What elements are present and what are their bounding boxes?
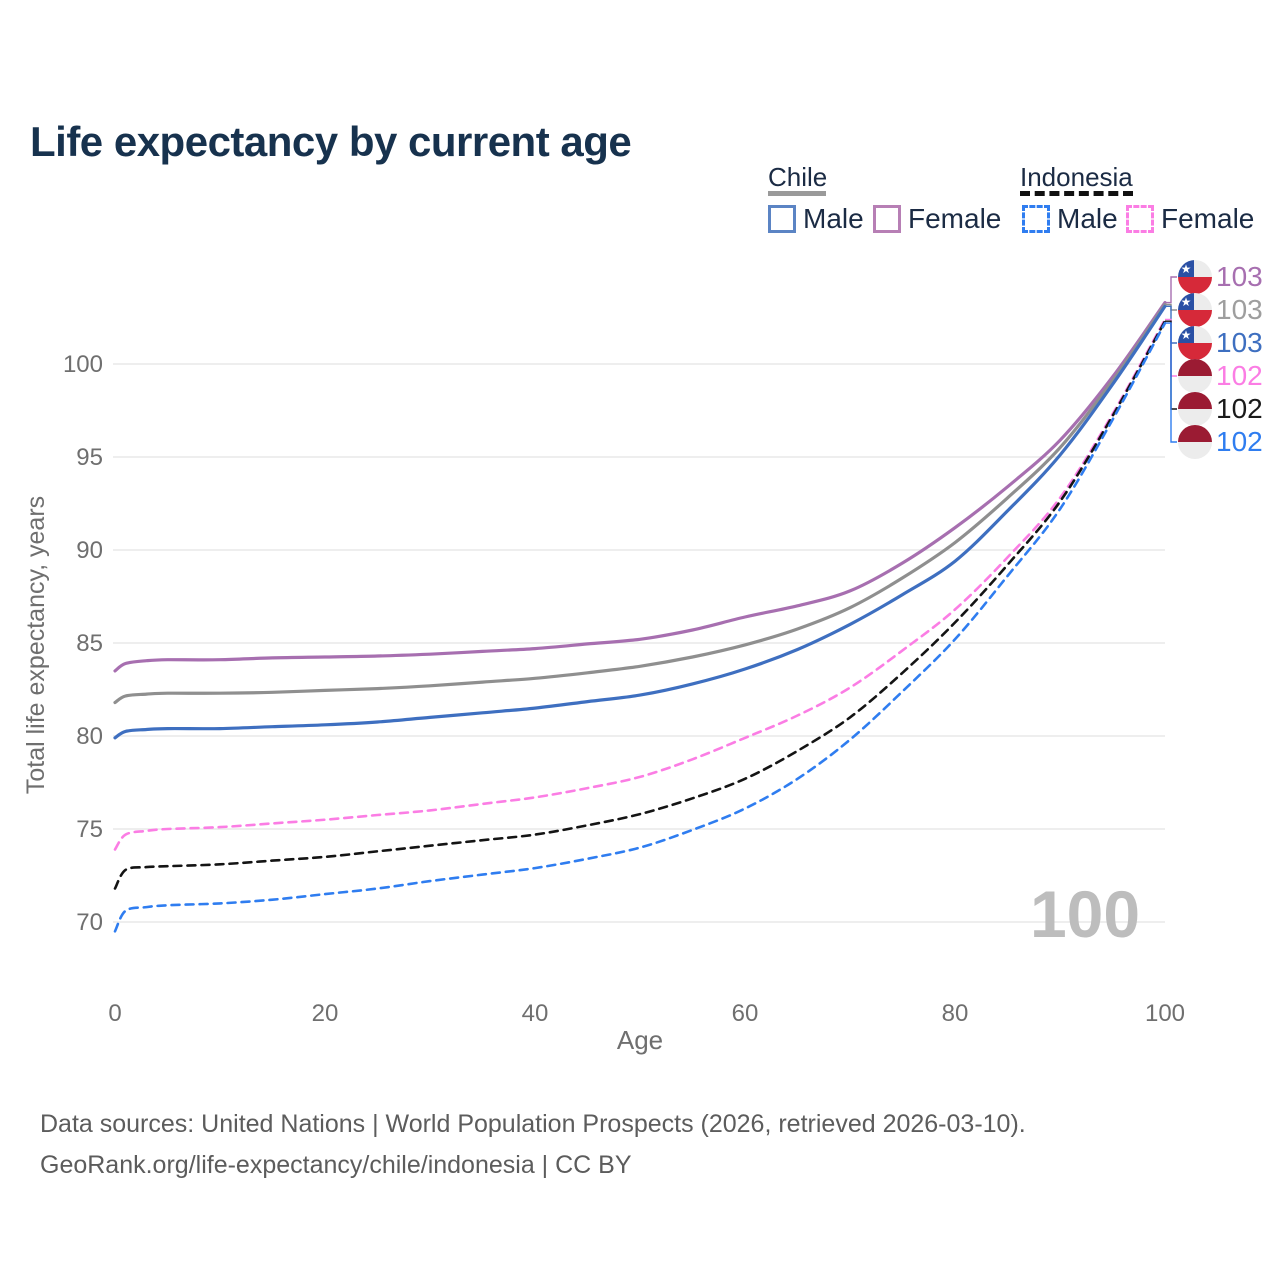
legend-item-chile-male[interactable]: Male xyxy=(768,203,864,235)
y-axis-title: Total life expectancy, years xyxy=(22,496,50,794)
series-line-chile-female[interactable] xyxy=(113,301,1167,673)
indonesia-male-swatch-icon xyxy=(1022,205,1050,233)
series-line-indonesia-both-sexes[interactable] xyxy=(113,319,1167,890)
svg-text:★: ★ xyxy=(1181,262,1192,276)
indonesia-flag-icon xyxy=(1178,359,1212,393)
series-line-indonesia-female[interactable] xyxy=(113,318,1167,851)
legend-item-indonesia-female[interactable]: Female xyxy=(1126,203,1254,235)
legend-item-indonesia-male[interactable]: Male xyxy=(1022,203,1118,235)
page-title: Life expectancy by current age xyxy=(30,118,632,166)
legend-item-chile-female[interactable]: Female xyxy=(873,203,1001,235)
legend-item-label: Male xyxy=(1057,203,1118,234)
x-tick-label: 0 xyxy=(108,1000,121,1027)
series-line-chile-both-sexes[interactable] xyxy=(113,302,1167,705)
x-axis-title: Age xyxy=(617,1025,663,1055)
svg-text:★: ★ xyxy=(1181,328,1192,342)
y-tick-label: 70 xyxy=(76,909,103,936)
series-end-label: 102 xyxy=(1216,393,1263,424)
legend-item-label: Female xyxy=(1161,203,1255,234)
leader-line xyxy=(1165,276,1177,304)
indonesia-flag-icon xyxy=(1178,392,1212,426)
series-end-label: 102 xyxy=(1216,426,1263,457)
footer-line-2: GeoRank.org/life-expectancy/chile/indone… xyxy=(40,1151,632,1179)
chile-flag-icon: ★ xyxy=(1178,293,1212,327)
y-tick-label: 80 xyxy=(76,723,103,750)
y-tick-label: 75 xyxy=(76,816,103,843)
chile-female-swatch-icon xyxy=(873,205,901,233)
y-tick-label: 90 xyxy=(76,537,103,564)
legend-group-chile: Chile xyxy=(768,162,828,192)
legend-chile-line-sample xyxy=(768,191,826,196)
series-end-label: 103 xyxy=(1216,261,1263,292)
legend-item-label: Female xyxy=(908,203,1002,234)
chart-footer: Data sources: United Nations | World Pop… xyxy=(40,1104,1026,1186)
x-tick-label: 80 xyxy=(942,1000,969,1027)
indonesia-female-swatch-icon xyxy=(1126,205,1154,233)
chile-flag-icon: ★ xyxy=(1178,326,1212,360)
series-line-indonesia-male[interactable] xyxy=(113,321,1167,933)
y-tick-label: 95 xyxy=(76,444,103,471)
line-chart: 70 75 80 85 90 95 100 0 20 40 60 80 100 Age Total life… xyxy=(22,260,1263,1055)
x-tick-label: 100 xyxy=(1145,1000,1185,1027)
legend-group-indonesia: Indonesia xyxy=(1020,162,1133,192)
y-tick-label: 85 xyxy=(76,630,103,657)
x-tick-label: 20 xyxy=(312,1000,339,1027)
x-tick-label: 40 xyxy=(522,1000,549,1027)
svg-text:★: ★ xyxy=(1181,295,1192,309)
x-tick-label: 60 xyxy=(732,1000,759,1027)
legend-indonesia-line-sample xyxy=(1020,191,1133,196)
series-end-label: 102 xyxy=(1216,360,1263,391)
legend-item-label: Male xyxy=(803,203,864,234)
series-line-chile-male[interactable] xyxy=(113,304,1167,740)
series-end-label: 103 xyxy=(1216,294,1263,325)
indonesia-flag-icon xyxy=(1178,425,1212,459)
y-tick-label: 100 xyxy=(63,351,103,378)
series-end-label: 103 xyxy=(1216,327,1263,358)
watermark-age-label: 100 xyxy=(1030,877,1140,951)
footer-line-1: Data sources: United Nations | World Pop… xyxy=(40,1110,1026,1138)
chile-male-swatch-icon xyxy=(768,205,796,233)
chart-legend: Chile Male Female Indonesia Male Female xyxy=(0,0,1280,250)
leader-line xyxy=(1165,322,1177,443)
chile-flag-icon: ★ xyxy=(1178,260,1212,294)
